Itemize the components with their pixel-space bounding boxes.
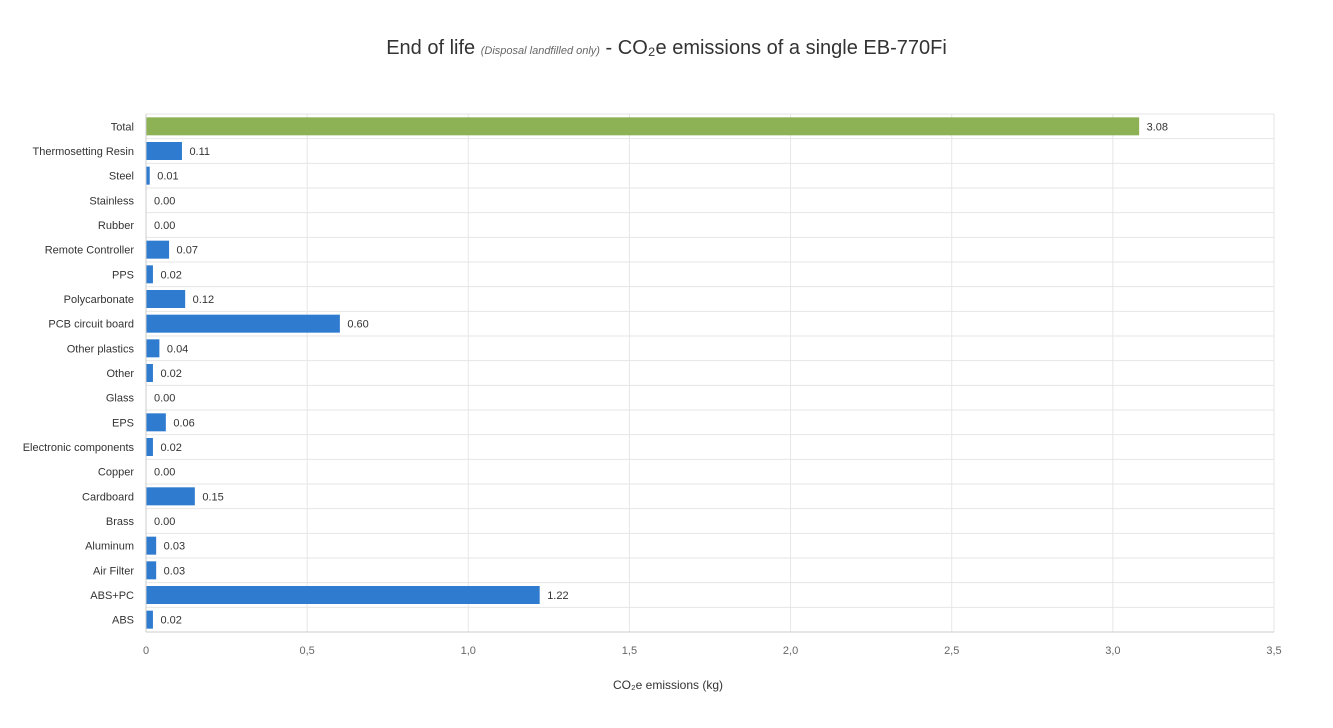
data-label: 0.06 bbox=[173, 417, 194, 429]
category-label: Polycarbonate bbox=[64, 294, 134, 306]
data-label: 0.12 bbox=[193, 294, 214, 306]
bar[interactable] bbox=[146, 314, 340, 333]
bar[interactable] bbox=[146, 413, 166, 432]
bar[interactable] bbox=[146, 586, 540, 604]
x-tick-label: 1,5 bbox=[622, 645, 637, 657]
category-label: Brass bbox=[106, 516, 135, 528]
category-label: Thermosetting Resin bbox=[33, 146, 135, 158]
bar[interactable] bbox=[146, 364, 153, 382]
x-tick-label: 3,5 bbox=[1266, 645, 1281, 657]
data-label: 0.00 bbox=[154, 195, 175, 207]
category-label: Other bbox=[106, 368, 134, 380]
labels: 0 0,5 1,0 1,5 2,0 2,5 3,0 3,5 Total 3.08 Thermoset… bbox=[23, 121, 1282, 657]
category-label: Aluminum bbox=[85, 541, 134, 553]
data-label: 0.02 bbox=[160, 442, 181, 454]
chart-title: End of life (Disposal landfilled only) -… bbox=[0, 37, 1333, 60]
x-tick-label: 0 bbox=[143, 645, 149, 657]
category-label: Air Filter bbox=[93, 565, 134, 577]
chart-title-subtitle: (Disposal landfilled only) bbox=[480, 45, 600, 57]
chart-title-rest: - CO₂e emissions of a single EB-770Fi bbox=[605, 37, 947, 59]
bar[interactable] bbox=[146, 610, 153, 629]
data-label: 0.07 bbox=[177, 245, 198, 257]
category-label: EPS bbox=[112, 417, 134, 429]
x-tick-label: 0,5 bbox=[299, 645, 314, 657]
bar[interactable] bbox=[146, 339, 160, 358]
category-label: Steel bbox=[109, 171, 134, 183]
data-label: 0.02 bbox=[160, 615, 181, 627]
x-axis-title: CO₂e emissions (kg) bbox=[613, 678, 723, 692]
bar[interactable] bbox=[146, 265, 153, 284]
category-label: Rubber bbox=[98, 220, 134, 232]
category-label: Stainless bbox=[89, 195, 134, 207]
chart-title-main: End of life bbox=[386, 37, 476, 59]
category-label: ABS bbox=[112, 615, 134, 627]
category-label: Other plastics bbox=[67, 343, 135, 355]
data-label: 0.02 bbox=[160, 368, 181, 380]
data-label: 0.00 bbox=[154, 220, 175, 232]
bar[interactable] bbox=[146, 561, 157, 580]
data-label: 0.01 bbox=[157, 171, 178, 183]
bars bbox=[146, 117, 1140, 629]
category-label: Total bbox=[111, 121, 134, 133]
data-label: 0.00 bbox=[154, 467, 175, 479]
data-label: 0.15 bbox=[202, 491, 223, 503]
data-label: 0.60 bbox=[347, 319, 368, 331]
data-label: 0.03 bbox=[164, 541, 185, 553]
bar[interactable] bbox=[146, 166, 150, 185]
category-label: Copper bbox=[98, 467, 134, 479]
x-tick-label: 3,0 bbox=[1105, 645, 1120, 657]
bar[interactable] bbox=[146, 536, 157, 555]
bar[interactable] bbox=[146, 142, 182, 160]
category-label: Glass bbox=[106, 393, 135, 405]
category-label: PPS bbox=[112, 269, 134, 281]
grid-lines bbox=[145, 113, 1275, 633]
bar[interactable] bbox=[146, 240, 170, 259]
x-tick-label: 2,0 bbox=[783, 645, 798, 657]
category-label: ABS+PC bbox=[90, 590, 134, 602]
data-label: 1.22 bbox=[547, 590, 568, 602]
data-label: 0.02 bbox=[160, 269, 181, 281]
category-label: Electronic components bbox=[23, 442, 135, 454]
data-label: 3.08 bbox=[1147, 121, 1168, 133]
bar-total[interactable] bbox=[146, 117, 1140, 136]
bar[interactable] bbox=[146, 487, 195, 506]
x-tick-label: 2,5 bbox=[944, 645, 959, 657]
bar[interactable] bbox=[146, 290, 186, 308]
data-label: 0.11 bbox=[189, 146, 210, 158]
category-label: Remote Controller bbox=[45, 245, 135, 257]
category-label: Cardboard bbox=[82, 491, 134, 503]
data-label: 0.03 bbox=[164, 565, 185, 577]
bar[interactable] bbox=[146, 438, 153, 456]
data-label: 0.00 bbox=[154, 393, 175, 405]
data-label: 0.04 bbox=[167, 343, 188, 355]
x-tick-label: 1,0 bbox=[461, 645, 476, 657]
data-label: 0.00 bbox=[154, 516, 175, 528]
category-label: PCB circuit board bbox=[48, 319, 134, 331]
